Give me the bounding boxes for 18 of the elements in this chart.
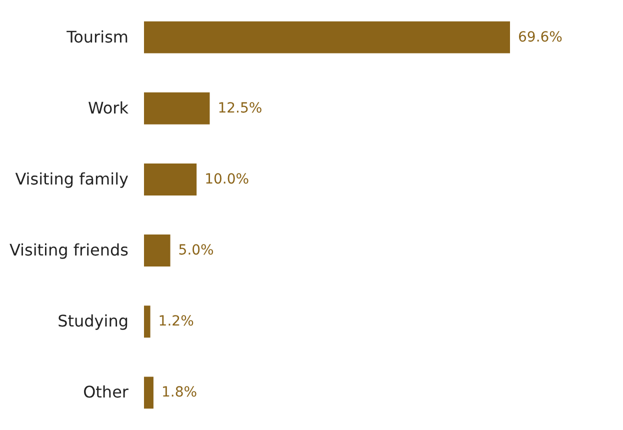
bar (144, 92, 210, 124)
bar (144, 21, 510, 54)
y-tick-label: Studying (58, 312, 128, 331)
y-tick-label: Visiting friends (9, 240, 128, 260)
bar (144, 376, 154, 409)
y-tick-label: Work (88, 98, 130, 118)
data-label: 5.0% (178, 242, 214, 259)
data-label: 12.5% (218, 100, 262, 116)
bar (144, 163, 197, 196)
y-tick-label: Visiting family (15, 169, 128, 188)
bar (144, 234, 170, 267)
data-label: 69.6% (518, 29, 562, 46)
bar (144, 306, 150, 338)
y-tick-label: Other (83, 382, 129, 402)
data-label: 10.0% (204, 171, 250, 188)
y-tick-label: Tourism (66, 27, 128, 46)
data-label: 1.2% (158, 314, 194, 330)
data-label: 1.8% (161, 384, 198, 401)
